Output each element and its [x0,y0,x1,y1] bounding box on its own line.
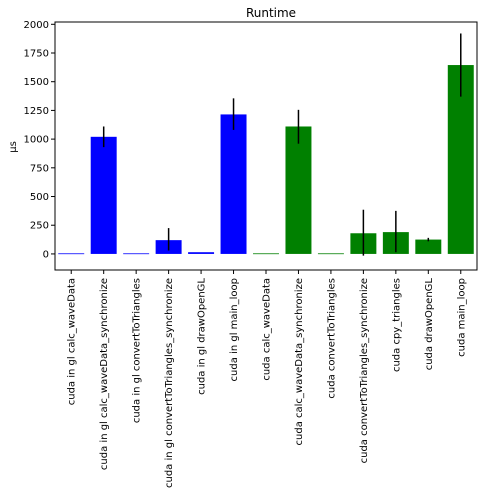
y-tick-label: 1750 [24,49,49,60]
y-tick-label: 250 [30,221,49,232]
bar [123,253,150,255]
x-tick-label: cuda in gl calc_waveData_synchronize [99,278,110,470]
x-tick-label: cuda in gl drawOpenGL [197,278,208,395]
x-tick-label: cuda cpy_triangles [391,278,402,372]
x-tick-label: cuda in gl convertToTriangles_synchroniz… [164,278,175,488]
y-tick-label: 1250 [24,106,49,117]
bar [415,239,442,254]
x-tick-label: cuda drawOpenGL [424,278,435,371]
plot-frame [54,21,478,271]
x-tick-label: cuda calc_waveData_synchronize [294,278,305,445]
plot-area [58,33,474,256]
bar [285,126,312,254]
y-tick-label: 0 [43,249,49,260]
y-tick-label: 750 [30,163,49,174]
x-tick-label: cuda calc_waveData [262,278,273,381]
x-tick-label: cuda convertToTriangles_synchronize [359,278,370,463]
x-tick-label: cuda convertToTriangles [326,278,337,399]
y-tick-label: 1500 [24,77,49,88]
bar [90,136,117,254]
x-tick-label: cuda in gl main_loop [229,278,240,381]
y-axis-title: μs [8,141,19,153]
bar [317,253,344,255]
x-tick-label: cuda in gl convertToTriangles [132,278,143,423]
bar [58,253,85,255]
y-tick-label: 500 [30,192,49,203]
bar [253,253,279,255]
bar [188,252,215,254]
x-axis: cuda in gl calc_waveData cuda in gl calc_… [67,270,467,488]
y-tick-label: 2000 [24,20,49,31]
y-tick-label: 1000 [24,135,49,146]
y-axis: 0 250 500 750 1000 1250 1500 1750 2000 [24,20,55,260]
x-tick-label: cuda main_loop [456,278,467,357]
x-tick-label: cuda in gl calc_waveData [67,278,78,405]
bar [220,114,247,254]
chart-title: Runtime [246,6,296,20]
